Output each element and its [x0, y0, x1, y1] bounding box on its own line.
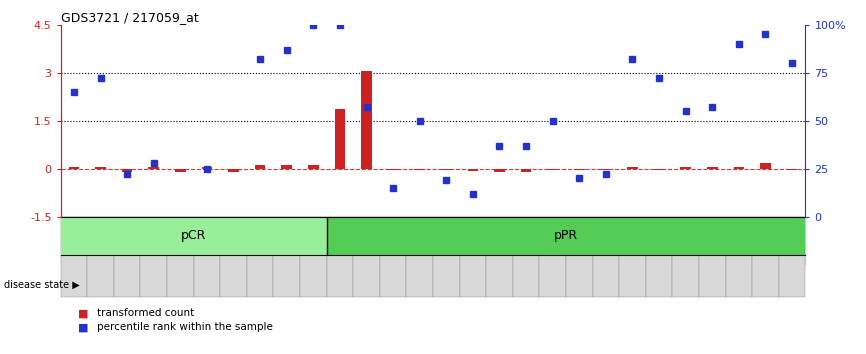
Text: ■: ■: [78, 322, 88, 332]
Bar: [300, 217, 326, 264]
FancyBboxPatch shape: [486, 217, 513, 297]
Text: GDS3721 / 217059_at: GDS3721 / 217059_at: [61, 11, 198, 24]
Bar: [326, 217, 805, 255]
Bar: [681, 167, 691, 169]
FancyBboxPatch shape: [779, 217, 805, 297]
Bar: [175, 169, 185, 172]
FancyBboxPatch shape: [646, 217, 672, 297]
Bar: [672, 217, 699, 264]
Bar: [220, 217, 247, 264]
Bar: [388, 169, 398, 170]
Bar: [308, 165, 319, 169]
Bar: [61, 217, 326, 255]
Bar: [353, 217, 380, 264]
FancyBboxPatch shape: [406, 217, 433, 297]
Bar: [406, 217, 433, 264]
Bar: [415, 169, 425, 170]
Bar: [726, 217, 753, 264]
Bar: [140, 217, 167, 264]
FancyBboxPatch shape: [699, 217, 726, 297]
Bar: [486, 217, 513, 264]
FancyBboxPatch shape: [300, 217, 326, 297]
Bar: [547, 169, 558, 170]
Text: pPR: pPR: [554, 229, 578, 242]
Bar: [122, 169, 132, 172]
Text: transformed count: transformed count: [97, 308, 194, 318]
Bar: [707, 167, 718, 169]
FancyBboxPatch shape: [87, 217, 113, 297]
Bar: [494, 169, 505, 172]
Bar: [520, 169, 532, 172]
Bar: [247, 217, 274, 264]
FancyBboxPatch shape: [380, 217, 406, 297]
Bar: [734, 167, 744, 169]
Bar: [601, 169, 611, 170]
FancyBboxPatch shape: [220, 217, 247, 297]
Bar: [380, 217, 406, 264]
Bar: [274, 217, 300, 264]
FancyBboxPatch shape: [247, 217, 274, 297]
FancyBboxPatch shape: [672, 217, 699, 297]
Bar: [540, 217, 566, 264]
FancyBboxPatch shape: [140, 217, 167, 297]
FancyBboxPatch shape: [566, 217, 592, 297]
FancyBboxPatch shape: [61, 217, 87, 297]
Bar: [468, 169, 478, 171]
Text: percentile rank within the sample: percentile rank within the sample: [97, 322, 273, 332]
Bar: [441, 169, 452, 170]
Bar: [255, 165, 266, 169]
Text: ■: ■: [78, 308, 88, 318]
Bar: [61, 217, 87, 264]
FancyBboxPatch shape: [513, 217, 540, 297]
FancyBboxPatch shape: [194, 217, 220, 297]
FancyBboxPatch shape: [326, 217, 353, 297]
Bar: [627, 167, 637, 169]
FancyBboxPatch shape: [726, 217, 753, 297]
FancyBboxPatch shape: [540, 217, 566, 297]
Bar: [574, 169, 585, 170]
FancyBboxPatch shape: [433, 217, 460, 297]
Bar: [68, 167, 80, 169]
Bar: [760, 163, 771, 169]
Bar: [566, 217, 592, 264]
Bar: [361, 71, 372, 169]
Bar: [334, 109, 346, 169]
Bar: [460, 217, 486, 264]
Bar: [95, 167, 106, 169]
FancyBboxPatch shape: [167, 217, 194, 297]
Bar: [167, 217, 194, 264]
Bar: [87, 217, 113, 264]
FancyBboxPatch shape: [460, 217, 486, 297]
Bar: [202, 167, 212, 169]
Bar: [148, 167, 159, 169]
Bar: [619, 217, 646, 264]
Bar: [699, 217, 726, 264]
Bar: [513, 217, 540, 264]
FancyBboxPatch shape: [592, 217, 619, 297]
FancyBboxPatch shape: [274, 217, 300, 297]
FancyBboxPatch shape: [753, 217, 779, 297]
Bar: [281, 165, 292, 169]
Text: pCR: pCR: [181, 229, 206, 242]
Bar: [654, 169, 664, 170]
Text: disease state ▶: disease state ▶: [4, 280, 80, 290]
Bar: [592, 217, 619, 264]
Bar: [326, 217, 353, 264]
Bar: [433, 217, 460, 264]
FancyBboxPatch shape: [353, 217, 380, 297]
Bar: [779, 217, 805, 264]
Bar: [646, 217, 672, 264]
FancyBboxPatch shape: [619, 217, 646, 297]
Bar: [194, 217, 220, 264]
Bar: [113, 217, 140, 264]
FancyBboxPatch shape: [113, 217, 140, 297]
Bar: [229, 169, 239, 172]
Bar: [753, 217, 779, 264]
Bar: [787, 169, 798, 170]
